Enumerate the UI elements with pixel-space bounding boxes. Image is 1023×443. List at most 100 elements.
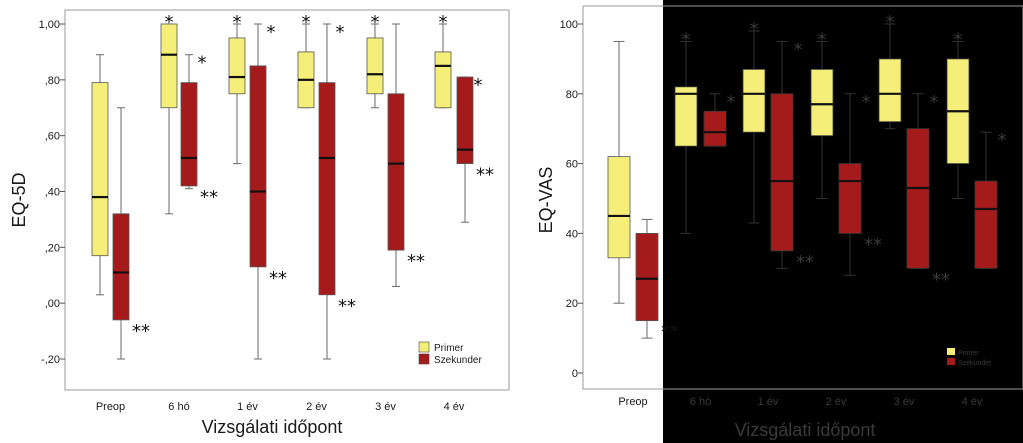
primer-box xyxy=(607,40,631,304)
significance-marker: * xyxy=(371,12,380,33)
box-iqr xyxy=(607,156,631,259)
szekunder-box: * xyxy=(974,130,1007,269)
eq5d-xlabel: Vizsgálati időpont xyxy=(202,417,343,437)
xtick-label: 3 év xyxy=(894,396,915,408)
legend-swatch-szekunder xyxy=(418,353,430,365)
ytick-label: ,60 xyxy=(45,131,60,143)
ytick-label: ,00 xyxy=(45,298,60,310)
eq5d-legend: Primer Szekunder xyxy=(418,341,482,366)
significance-marker: * xyxy=(267,22,276,43)
ytick-label: 60 xyxy=(566,159,578,171)
primer-box: * xyxy=(297,12,315,109)
eq5d-yticks: -,20 ,00 ,20 ,40 ,60 ,80 1,00 xyxy=(39,19,65,366)
significance-marker: ** xyxy=(338,296,356,317)
legend-swatch-szekunder xyxy=(947,358,955,365)
significance-marker: * xyxy=(998,130,1007,151)
szekunder-box: *** xyxy=(906,92,950,290)
box-iqr xyxy=(906,128,930,269)
box-iqr xyxy=(810,68,834,137)
szekunder-box: *** xyxy=(318,22,356,360)
significance-marker: * xyxy=(474,75,483,96)
xtick-label: 3 év xyxy=(375,401,396,413)
significance-marker: ** xyxy=(269,268,287,289)
xtick-label: 4 év xyxy=(444,401,465,413)
legend-label-primer: Primer xyxy=(958,350,979,357)
szekunder-box: ** xyxy=(635,218,679,343)
box-iqr xyxy=(635,232,659,322)
significance-marker: ** xyxy=(200,187,218,208)
legend-label-primer: Primer xyxy=(434,343,464,354)
eqvas-plot-frame xyxy=(582,5,1023,390)
eq5d-ylabel: EQ-5D xyxy=(9,172,29,227)
significance-marker: * xyxy=(233,12,242,33)
eq5d-boxes: * * * * ***************** xyxy=(91,12,494,360)
legend-swatch-primer xyxy=(418,341,430,353)
eqvas-xlabel: Vizsgálati időpont xyxy=(735,420,876,440)
box-iqr xyxy=(770,93,794,252)
xtick-label: 4 év xyxy=(962,396,983,408)
significance-marker: ** xyxy=(132,321,150,342)
box-iqr xyxy=(974,180,998,269)
significance-marker: * xyxy=(886,12,895,33)
eqvas-yticks: 0 20 40 60 80 100 xyxy=(560,19,583,380)
primer-box: * xyxy=(434,12,452,109)
eq5d-panel: EQ-5D Vizsgálati időpont -,20 ,00 ,20 ,40 ,6… xyxy=(9,9,510,437)
significance-marker: ** xyxy=(796,252,814,273)
szekunder-box: *** xyxy=(770,39,814,273)
box-iqr xyxy=(318,82,336,296)
szekunder-box: *** xyxy=(456,75,494,223)
legend-label-szekunder: Szekunder xyxy=(434,355,482,366)
significance-marker: * xyxy=(818,29,827,50)
primer-box: * xyxy=(366,12,384,109)
szekunder-box: *** xyxy=(838,92,882,276)
xtick-label: 6 hó xyxy=(168,401,189,413)
eqvas-panel: EQ-VAS Vizsgálati időpont 0 20 40 60 80 100 P… xyxy=(536,5,1023,440)
eqvas-xticks: Preop 6 hó 1 év 2 év 3 év 4 év xyxy=(618,396,983,408)
box-iqr xyxy=(878,58,902,123)
xtick-label: 1 év xyxy=(237,401,258,413)
significance-marker: * xyxy=(682,29,691,50)
box-iqr xyxy=(838,163,862,234)
box-iqr xyxy=(674,86,698,147)
primer-box: * xyxy=(878,12,902,130)
primer-box: * xyxy=(742,19,766,224)
eqvas-boxes: * * **************** xyxy=(607,12,1007,343)
significance-marker: * xyxy=(930,92,939,113)
ytick-label: 100 xyxy=(560,19,578,31)
xtick-label: 6 hó xyxy=(690,396,711,408)
significance-marker: ** xyxy=(864,234,882,255)
legend-label-szekunder: Szekunder xyxy=(958,360,992,367)
box-iqr xyxy=(742,68,766,133)
xtick-label: Preop xyxy=(618,396,647,408)
szekunder-box: ** xyxy=(112,107,150,360)
xtick-label: Preop xyxy=(96,401,125,413)
eq5d-xticks: Preop 6 hó 1 év 2 év 3 év 4 év xyxy=(96,401,465,413)
legend-swatch-primer xyxy=(947,348,955,355)
significance-marker: ** xyxy=(476,165,494,186)
ytick-label: ,80 xyxy=(45,75,60,87)
significance-marker: ** xyxy=(407,251,425,272)
significance-marker: * xyxy=(165,12,174,33)
box-iqr xyxy=(228,37,246,95)
primer-box: * xyxy=(228,12,246,165)
ytick-label: 20 xyxy=(566,298,578,310)
box-iqr xyxy=(160,23,178,109)
box-iqr xyxy=(434,51,452,109)
eq5d-plot-frame xyxy=(64,9,510,391)
xtick-label: 1 év xyxy=(758,396,779,408)
ytick-label: 80 xyxy=(566,89,578,101)
primer-box xyxy=(91,54,109,296)
significance-marker: * xyxy=(750,19,759,40)
primer-box: * xyxy=(160,12,178,215)
xtick-label: 2 év xyxy=(826,396,847,408)
ytick-label: 1,00 xyxy=(39,19,60,31)
box-iqr xyxy=(387,93,405,251)
box-iqr xyxy=(112,213,130,321)
significance-marker: * xyxy=(439,12,448,33)
significance-marker: ** xyxy=(661,322,679,343)
ytick-label: 40 xyxy=(566,228,578,240)
primer-box: * xyxy=(674,29,698,234)
box-iqr xyxy=(366,37,384,95)
significance-marker: * xyxy=(198,53,207,74)
